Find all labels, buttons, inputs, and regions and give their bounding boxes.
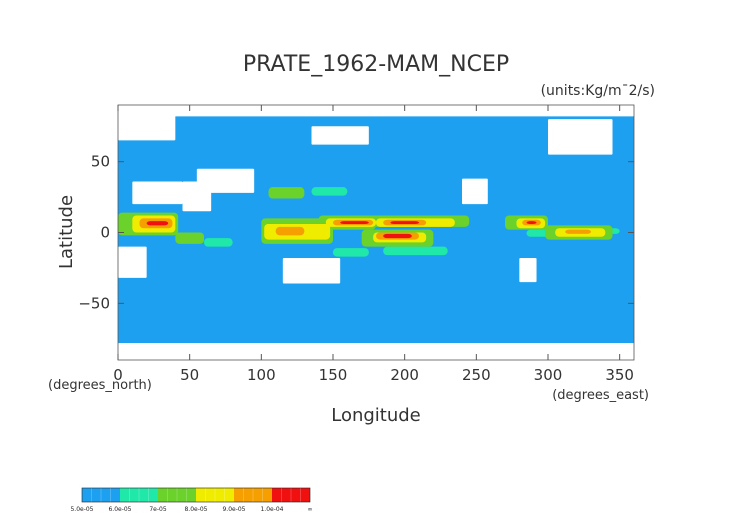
precip-region-9 [548, 119, 613, 155]
x-axis-title: Longitude [331, 405, 421, 426]
colorbar-label: ∞ [308, 506, 313, 513]
precip-region-45 [526, 221, 537, 224]
y-unit-label: (degrees_north) [48, 378, 152, 393]
precip-region-7 [462, 178, 488, 205]
colorbar: 5.0e-05 6.0e-05 7e-05 8.0e-05 9.0e-05 1.0e-04… [70, 487, 313, 513]
precip-region-43 [390, 221, 419, 224]
precip-region-42 [340, 221, 369, 224]
colorbar-bin [272, 488, 310, 502]
precip-region-14 [204, 238, 233, 247]
precip-region-0 [118, 246, 147, 278]
y-tick-label: 0 [100, 224, 110, 242]
y-axis-title: Latitude [56, 195, 77, 269]
precip-region-11 [118, 105, 634, 117]
y-axis: 50 0 −50 [78, 153, 634, 312]
precip-region-16 [383, 246, 448, 256]
precip-region-35 [275, 226, 305, 236]
precip-region-44 [383, 233, 412, 239]
map-plot-area [117, 104, 635, 361]
precip-region-6 [311, 126, 369, 145]
x-unit-label: (degrees_east) [552, 388, 649, 403]
precip-region-1 [132, 181, 183, 205]
precip-region-40 [565, 229, 591, 234]
x-tick-label: 50 [180, 366, 199, 384]
colorbar-label: 7e-05 [149, 506, 166, 513]
x-tick-label: 350 [605, 366, 634, 384]
precip-region-17 [311, 187, 348, 196]
precip-region-15 [333, 248, 369, 257]
colorbar-label: 1.0e-04 [260, 506, 283, 513]
x-tick-label: 150 [319, 366, 348, 384]
x-tick-label: 250 [462, 366, 491, 384]
colorbar-label: 6.0e-05 [108, 506, 131, 513]
precip-region-10 [118, 343, 634, 360]
colorbar-label: 8.0e-05 [184, 506, 207, 513]
units-label: (units:Kg/m¯2/s) [541, 83, 655, 99]
colorbar-label: 9.0e-05 [222, 506, 245, 513]
x-tick-label: 200 [390, 366, 419, 384]
colorbar-bin [158, 488, 196, 502]
x-tick-label: 100 [247, 366, 276, 384]
colorbar-bin [82, 488, 120, 502]
x-tick-label: 300 [534, 366, 563, 384]
precip-region-26 [268, 187, 305, 199]
colorbar-bin [120, 488, 158, 502]
colorbar-label: 5.0e-05 [70, 506, 93, 513]
x-axis: 0 50 100 150 200 250 300 350 [113, 105, 634, 384]
colorbar-bin [234, 488, 272, 502]
precip-region-19 [175, 232, 204, 244]
y-tick-label: 50 [91, 153, 110, 171]
precip-region-5 [118, 112, 176, 141]
colorbar-frame [81, 487, 311, 503]
x-tick-label: 0 [113, 366, 123, 384]
y-tick-label: −50 [78, 294, 110, 312]
precip-region-8 [519, 258, 537, 283]
chart-title: PRATE_1962-MAM_NCEP [243, 52, 509, 77]
colorbar-bin [196, 488, 234, 502]
precip-region-4 [282, 258, 341, 284]
precip-region-3 [196, 168, 255, 193]
precip-region-41 [146, 221, 169, 226]
